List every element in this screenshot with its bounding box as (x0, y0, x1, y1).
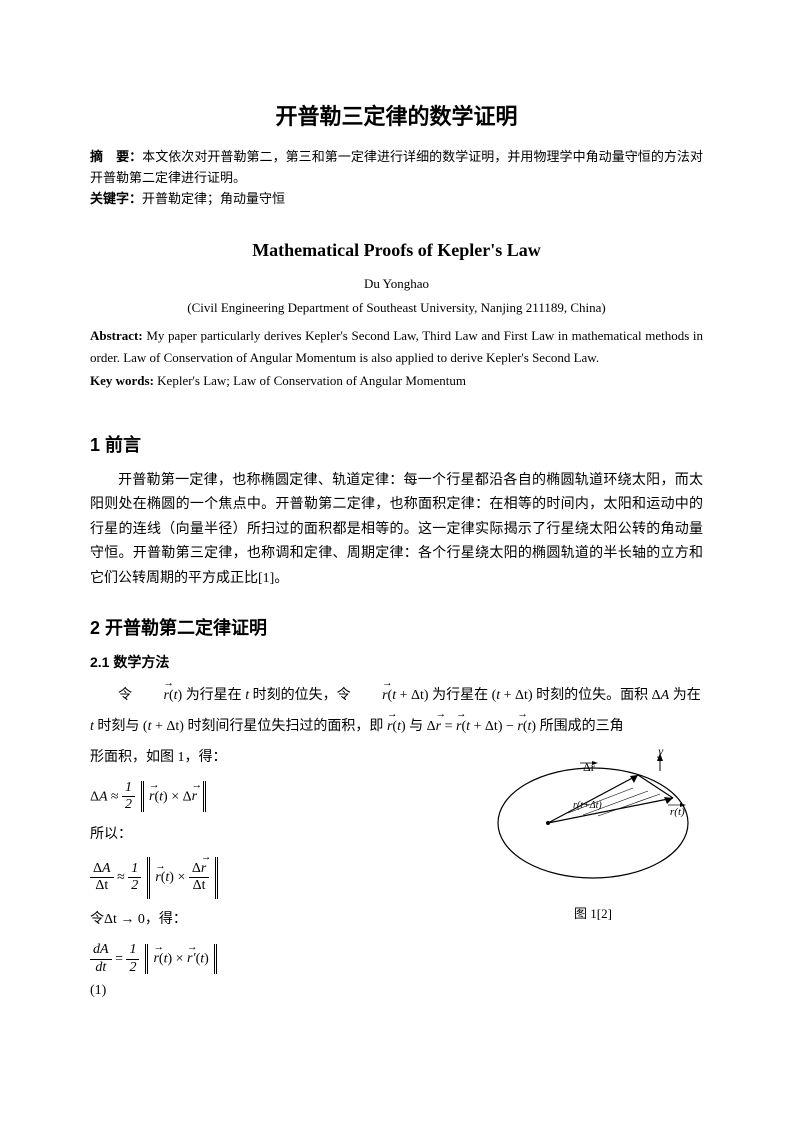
abstract-en-text: My paper particularly derives Kepler's S… (90, 328, 703, 365)
section21-heading: 2.1 数学方法 (90, 652, 703, 673)
keywords-en-label: Key words: (90, 373, 154, 388)
vec-r: r (136, 681, 169, 712)
proof-para-3: 形面积，如图 1，得： (90, 743, 463, 774)
label-rtdt: r(t+Δt) (573, 800, 602, 811)
txt: 令 (118, 688, 132, 703)
section1-num: 1 (90, 435, 100, 455)
keywords-cn-text: 开普勒定律；角动量守恒 (142, 191, 285, 206)
section2-num: 2 (90, 618, 100, 638)
section1-body: 开普勒第一定律，也称椭圆定律、轨道定律：每一个行星都沿各自的椭圆轨道环绕太阳，而… (90, 469, 703, 592)
vec-r: r (387, 712, 392, 743)
txt: 时刻的位失。面积 (536, 688, 648, 703)
equation-area: ΔA ≈ 12 r(t) × Δr (90, 780, 463, 815)
title-en: Mathematical Proofs of Kepler's Law (90, 237, 703, 264)
section2-title: 开普勒第二定律证明 (105, 618, 267, 638)
abstract-cn-text: 本文依次对开普勒第二，第三和第一定律进行详细的数学证明，并用物理学中角动量守恒的… (90, 149, 703, 185)
section21-title: 数学方法 (113, 654, 169, 670)
vec-r: r (436, 712, 441, 743)
figure-column: y Δr r(t) (483, 743, 703, 924)
title-cn: 开普勒三定律的数学证明 (90, 100, 703, 133)
vec-r: r (354, 681, 387, 712)
label-rt: r(t) (670, 806, 685, 818)
txt: 时刻间行星位失扫过的面积，即 (187, 719, 383, 734)
txt: 为行星在 (186, 688, 242, 703)
txt: 所围成的三角 (540, 719, 624, 734)
section21-num: 2.1 (90, 654, 109, 670)
abstract-en-block: Abstract: My paper particularly derives … (90, 325, 703, 391)
abstract-cn-label: 摘 要： (90, 149, 142, 164)
vec-r: r (456, 712, 461, 743)
vec-r: r (517, 712, 522, 743)
txt: 为在 (673, 688, 701, 703)
limit-text: 令Δt → 0，得： (90, 905, 463, 936)
equations-column: 形面积，如图 1，得： ΔA ≈ 12 r(t) × Δr 所以： ΔAΔt ≈… (90, 743, 463, 1007)
affiliation: (Civil Engineering Department of Southea… (90, 298, 703, 318)
equation-derivative: dAdt = 12 r(t) × r′(t) (90, 942, 463, 977)
figure-caption: 图 1[2] (483, 904, 703, 924)
keywords-en-text: Kepler's Law; Law of Conservation of Ang… (154, 373, 466, 388)
so-text: 所以： (90, 820, 463, 851)
proof-para-2: t 时刻与 (t + Δt) 时刻间行星位失扫过的面积，即 r(t) 与 Δr … (90, 712, 703, 743)
txt: 为行星在 (432, 688, 488, 703)
abstract-cn-block: 摘 要：本文依次对开普勒第二，第三和第一定律进行详细的数学证明，并用物理学中角动… (90, 147, 703, 209)
txt: 时刻的位失，令 (253, 688, 351, 703)
txt: 时刻与 (97, 719, 139, 734)
author: Du Yonghao (90, 274, 703, 294)
equation-rate: ΔAΔt ≈ 12 r(t) × ΔrΔt (90, 857, 463, 899)
section2-heading: 2 开普勒第二定律证明 (90, 615, 703, 642)
section1-heading: 1 前言 (90, 432, 703, 459)
section1-title: 前言 (105, 435, 141, 455)
keywords-cn-label: 关键字： (90, 191, 142, 206)
figure-1-svg: y Δr r(t) (488, 743, 698, 893)
abstract-en-label: Abstract: (90, 328, 143, 343)
txt: 与 (409, 719, 423, 734)
equation-number: (1) (90, 982, 463, 1000)
